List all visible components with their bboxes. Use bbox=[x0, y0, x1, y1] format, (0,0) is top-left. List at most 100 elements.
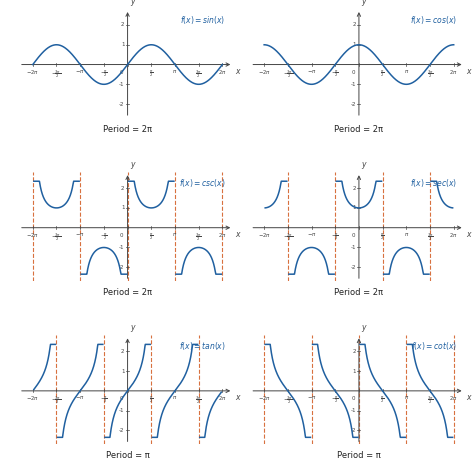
Text: 1: 1 bbox=[121, 206, 125, 210]
Text: $0$: $0$ bbox=[119, 394, 125, 402]
Text: $0$: $0$ bbox=[351, 231, 356, 239]
Text: $\pi$: $\pi$ bbox=[404, 394, 409, 401]
Text: $x$: $x$ bbox=[235, 230, 241, 239]
Text: -1: -1 bbox=[350, 245, 356, 250]
Text: $f(x) = \mathit{cot}(x)$: $f(x) = \mathit{cot}(x)$ bbox=[411, 340, 457, 352]
Text: $y$: $y$ bbox=[130, 160, 137, 171]
Text: -2: -2 bbox=[350, 102, 356, 107]
Text: 1: 1 bbox=[352, 42, 356, 47]
Text: $f(x) = \mathit{cos}(x)$: $f(x) = \mathit{cos}(x)$ bbox=[410, 14, 457, 26]
Text: $x$: $x$ bbox=[466, 67, 473, 76]
Text: Period = π: Period = π bbox=[106, 451, 149, 458]
Text: $0$: $0$ bbox=[119, 231, 125, 239]
Text: $-\pi$: $-\pi$ bbox=[307, 394, 316, 401]
Text: $-\!\frac{\pi}{2}$: $-\!\frac{\pi}{2}$ bbox=[100, 68, 108, 79]
Text: $\frac{3\pi}{2}$: $\frac{3\pi}{2}$ bbox=[427, 394, 433, 406]
Text: $\frac{3\pi}{2}$: $\frac{3\pi}{2}$ bbox=[195, 68, 202, 80]
Text: -2: -2 bbox=[119, 265, 125, 270]
Text: $y$: $y$ bbox=[361, 323, 368, 334]
Text: $-\!\frac{\pi}{2}$: $-\!\frac{\pi}{2}$ bbox=[100, 394, 108, 405]
Text: $-2\pi$: $-2\pi$ bbox=[258, 231, 271, 239]
Text: $\frac{\pi}{2}$: $\frac{\pi}{2}$ bbox=[149, 231, 154, 242]
Text: -1: -1 bbox=[119, 82, 125, 87]
Text: $y$: $y$ bbox=[361, 160, 368, 171]
Text: $y$: $y$ bbox=[130, 0, 137, 8]
Text: $-\!\frac{\pi}{2}$: $-\!\frac{\pi}{2}$ bbox=[331, 231, 339, 242]
Text: -1: -1 bbox=[350, 82, 356, 87]
Text: 2: 2 bbox=[352, 185, 356, 191]
Text: $\frac{\pi}{2}$: $\frac{\pi}{2}$ bbox=[381, 68, 385, 79]
Text: $\pi$: $\pi$ bbox=[173, 394, 178, 401]
Text: $\frac{\pi}{2}$: $\frac{\pi}{2}$ bbox=[381, 231, 385, 242]
Text: $\pi$: $\pi$ bbox=[404, 231, 409, 238]
Text: Period = 2π: Period = 2π bbox=[103, 125, 152, 134]
Text: $-2\pi$: $-2\pi$ bbox=[26, 68, 39, 76]
Text: $\frac{3\pi}{2}$: $\frac{3\pi}{2}$ bbox=[427, 68, 433, 80]
Text: $f(x) = \mathit{sin}(x)$: $f(x) = \mathit{sin}(x)$ bbox=[181, 14, 226, 26]
Text: $\frac{\pi}{2}$: $\frac{\pi}{2}$ bbox=[149, 394, 154, 405]
Text: 1: 1 bbox=[121, 42, 125, 47]
Text: $\frac{3\pi}{2}$: $\frac{3\pi}{2}$ bbox=[195, 231, 202, 243]
Text: $\frac{\pi}{2}$: $\frac{\pi}{2}$ bbox=[381, 394, 385, 405]
Text: $0$: $0$ bbox=[351, 394, 356, 402]
Text: 1: 1 bbox=[121, 369, 125, 374]
Text: $-2\pi$: $-2\pi$ bbox=[26, 394, 39, 403]
Text: $f(x) = \mathit{csc}(x)$: $f(x) = \mathit{csc}(x)$ bbox=[179, 177, 226, 189]
Text: $0$: $0$ bbox=[119, 67, 125, 76]
Text: 2: 2 bbox=[121, 349, 125, 354]
Text: Period = 2π: Period = 2π bbox=[103, 288, 152, 297]
Text: $f(x) = \mathit{sec}(x)$: $f(x) = \mathit{sec}(x)$ bbox=[410, 177, 457, 189]
Text: $2\pi$: $2\pi$ bbox=[218, 394, 227, 403]
Text: $2\pi$: $2\pi$ bbox=[449, 394, 458, 403]
Text: 2: 2 bbox=[352, 349, 356, 354]
Text: $x$: $x$ bbox=[466, 393, 473, 402]
Text: -2: -2 bbox=[119, 428, 125, 433]
Text: 2: 2 bbox=[121, 22, 125, 27]
Text: $-\!\frac{3\pi}{2}$: $-\!\frac{3\pi}{2}$ bbox=[51, 68, 62, 80]
Text: 2: 2 bbox=[121, 185, 125, 191]
Text: -1: -1 bbox=[350, 408, 356, 413]
Text: Period = 2π: Period = 2π bbox=[335, 125, 383, 134]
Text: Period = π: Period = π bbox=[337, 451, 381, 458]
Text: $-\pi$: $-\pi$ bbox=[75, 231, 85, 238]
Text: $-\!\frac{3\pi}{2}$: $-\!\frac{3\pi}{2}$ bbox=[51, 231, 62, 243]
Text: $-2\pi$: $-2\pi$ bbox=[258, 68, 271, 76]
Text: -2: -2 bbox=[350, 428, 356, 433]
Text: $-\pi$: $-\pi$ bbox=[75, 68, 85, 75]
Text: $\pi$: $\pi$ bbox=[173, 231, 178, 238]
Text: -2: -2 bbox=[350, 265, 356, 270]
Text: Period = 2π: Period = 2π bbox=[335, 288, 383, 297]
Text: $-2\pi$: $-2\pi$ bbox=[26, 231, 39, 239]
Text: -1: -1 bbox=[119, 408, 125, 413]
Text: $x$: $x$ bbox=[235, 393, 241, 402]
Text: $\frac{3\pi}{2}$: $\frac{3\pi}{2}$ bbox=[427, 231, 433, 243]
Text: $-\!\frac{\pi}{2}$: $-\!\frac{\pi}{2}$ bbox=[331, 394, 339, 405]
Text: $-\pi$: $-\pi$ bbox=[307, 231, 316, 238]
Text: 1: 1 bbox=[352, 369, 356, 374]
Text: $2\pi$: $2\pi$ bbox=[218, 231, 227, 239]
Text: $y$: $y$ bbox=[130, 323, 137, 334]
Text: $-\pi$: $-\pi$ bbox=[307, 68, 316, 75]
Text: $\frac{\pi}{2}$: $\frac{\pi}{2}$ bbox=[149, 68, 154, 79]
Text: $y$: $y$ bbox=[361, 0, 368, 8]
Text: $-2\pi$: $-2\pi$ bbox=[258, 394, 271, 403]
Text: $x$: $x$ bbox=[235, 67, 241, 76]
Text: $-\!\frac{3\pi}{2}$: $-\!\frac{3\pi}{2}$ bbox=[283, 231, 293, 243]
Text: $\pi$: $\pi$ bbox=[173, 68, 178, 75]
Text: $0$: $0$ bbox=[351, 67, 356, 76]
Text: $-\!\frac{3\pi}{2}$: $-\!\frac{3\pi}{2}$ bbox=[51, 394, 62, 406]
Text: $2\pi$: $2\pi$ bbox=[449, 68, 458, 76]
Text: 1: 1 bbox=[352, 206, 356, 210]
Text: $\pi$: $\pi$ bbox=[404, 68, 409, 75]
Text: $-\!\frac{3\pi}{2}$: $-\!\frac{3\pi}{2}$ bbox=[283, 68, 293, 80]
Text: $-\pi$: $-\pi$ bbox=[75, 394, 85, 401]
Text: -2: -2 bbox=[119, 102, 125, 107]
Text: $-\!\frac{\pi}{2}$: $-\!\frac{\pi}{2}$ bbox=[100, 231, 108, 242]
Text: $2\pi$: $2\pi$ bbox=[218, 68, 227, 76]
Text: $-\!\frac{3\pi}{2}$: $-\!\frac{3\pi}{2}$ bbox=[283, 394, 293, 406]
Text: $2\pi$: $2\pi$ bbox=[449, 231, 458, 239]
Text: 2: 2 bbox=[352, 22, 356, 27]
Text: $f(x) = \mathit{tan}(x)$: $f(x) = \mathit{tan}(x)$ bbox=[179, 340, 226, 352]
Text: $x$: $x$ bbox=[466, 230, 473, 239]
Text: $\frac{3\pi}{2}$: $\frac{3\pi}{2}$ bbox=[195, 394, 202, 406]
